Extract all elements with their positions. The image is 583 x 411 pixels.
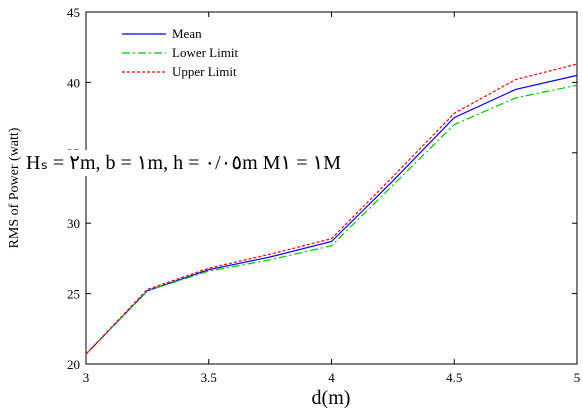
legend-label: Upper Limit xyxy=(172,64,237,79)
series-line-upper-limit xyxy=(85,63,578,355)
y-tick-label: 20 xyxy=(67,357,80,372)
plot-area xyxy=(85,11,578,365)
x-tick-label: 3.5 xyxy=(201,370,217,385)
parameter-annotation: Hₛ = ٢m, b = ١m, h = ٠/٠٥m M١ = ١M xyxy=(22,150,346,176)
x-axis-title: d(m) xyxy=(312,387,351,409)
y-tick-label: 40 xyxy=(67,75,80,90)
series-line-lower-limit xyxy=(85,84,578,355)
y-tick-label: 30 xyxy=(67,216,80,231)
x-tick-label: 4.5 xyxy=(446,370,462,385)
series-layer xyxy=(85,63,578,355)
y-tick-label: 45 xyxy=(67,5,80,20)
x-tick-label: 3 xyxy=(83,370,90,385)
series-line-mean xyxy=(85,74,578,355)
tick-layer: 33.544.55202530354045 xyxy=(67,5,580,385)
y-tick-label: 25 xyxy=(67,287,80,302)
legend: Mean Lower Limit Upper Limit xyxy=(122,26,238,79)
plot-frame xyxy=(85,11,578,365)
x-tick-label: 4 xyxy=(328,370,335,385)
legend-label: Lower Limit xyxy=(172,45,238,60)
y-axis-title: RMS of Power (watt) xyxy=(7,127,22,248)
x-tick-label: 5 xyxy=(574,370,581,385)
legend-label: Mean xyxy=(172,26,202,41)
